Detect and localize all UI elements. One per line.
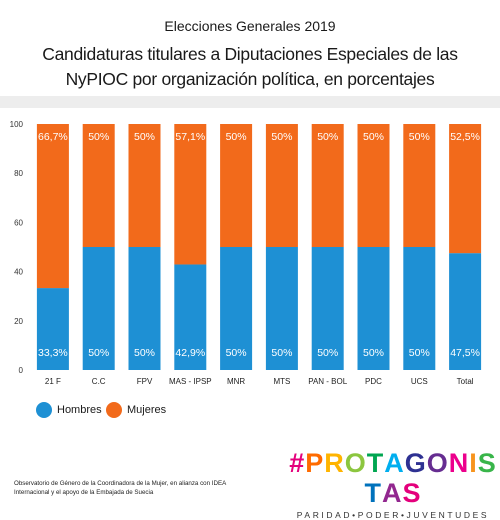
x-tick-label: MAS - IPSP [169, 377, 212, 386]
bar-segment-mujeres [174, 124, 207, 265]
brand-letter: O [426, 448, 449, 478]
bar-segment-hombres [357, 247, 390, 370]
legend-label-mujeres: Mujeres [127, 404, 167, 416]
bar-segment-hombres [265, 247, 298, 370]
brand-letter: R [324, 448, 345, 478]
data-label: 47,5% [450, 347, 480, 359]
bar-segment-mujeres [265, 124, 298, 247]
brand-letter: S [402, 478, 422, 508]
bar-segment-hombres [36, 288, 69, 370]
data-label: 50% [317, 347, 338, 359]
bar-segment-mujeres [220, 124, 253, 247]
legend-label-hombres: Hombres [57, 404, 102, 416]
bar-segment-mujeres [357, 124, 390, 247]
y-tick-label: 60 [14, 218, 23, 227]
data-label: 50% [409, 131, 430, 143]
y-tick-label: 0 [19, 366, 24, 375]
brand-letter: O [344, 448, 367, 478]
brand-title: #PROTAGONISTAS [286, 448, 500, 508]
x-tick-label: FPV [137, 377, 153, 386]
brand-letter: G [404, 448, 427, 478]
data-label: 50% [134, 131, 155, 143]
data-label: 50% [271, 131, 292, 143]
data-label: 50% [226, 347, 247, 359]
y-tick-label: 40 [14, 268, 23, 277]
x-tick-label: PAN - BOL [308, 377, 348, 386]
source-note: Observatorio de Género de la Coordinador… [14, 480, 226, 496]
bar-segment-mujeres [403, 124, 436, 247]
brand-letter: A [384, 448, 405, 478]
data-label: 50% [271, 347, 292, 359]
data-label: 52,5% [450, 131, 480, 143]
x-tick-label: Total [457, 377, 474, 386]
bar-segment-hombres [311, 247, 344, 370]
bar-segment-hombres [403, 247, 436, 370]
data-label: 66,7% [38, 131, 68, 143]
brand-letter: I [469, 448, 478, 478]
header-divider-band [0, 96, 500, 108]
brand-letter: P [305, 448, 325, 478]
brand-letter: A [381, 478, 403, 508]
bar-segment-mujeres [82, 124, 115, 247]
x-tick-label: PDC [365, 377, 382, 386]
data-label: 42,9% [175, 347, 205, 359]
bar-segment-hombres [174, 264, 207, 370]
legend-swatch-mujeres [106, 402, 122, 418]
data-label: 50% [134, 347, 155, 359]
data-label: 33,3% [38, 347, 68, 359]
data-label: 57,1% [175, 131, 205, 143]
x-tick-label: C.C [92, 377, 106, 386]
bar-segment-hombres [82, 247, 115, 370]
data-label: 50% [317, 131, 338, 143]
protagonistas-logo: #PROTAGONISTAS PARIDAD•PODER•JUVENTUDES [286, 448, 500, 520]
data-label: 50% [88, 347, 109, 359]
brand-letter: N [448, 448, 470, 478]
legend-swatch-hombres [36, 402, 52, 418]
brand-tagline: PARIDAD•PODER•JUVENTUDES [296, 510, 490, 520]
bar-segment-mujeres [449, 124, 482, 254]
bar-segment-mujeres [311, 124, 344, 247]
data-label: 50% [226, 131, 247, 143]
legend-item-mujeres: Mujeres [106, 402, 166, 418]
x-tick-label: MTS [273, 377, 290, 386]
legend-item-hombres: Hombres [36, 402, 102, 418]
bar-segment-mujeres [128, 124, 161, 247]
data-label: 50% [363, 347, 384, 359]
bar-segment-mujeres [36, 124, 69, 289]
data-label: 50% [88, 131, 109, 143]
x-tick-label: 21 F [45, 377, 61, 386]
brand-letter: T [364, 478, 382, 508]
chart-title: Candidaturas titulares a Diputaciones Es… [42, 44, 458, 89]
stacked-bar-chart: 0 20 40 60 80 100 33,3% 66,7% 21 F 50% 50% C.C 50% 50… [10, 120, 482, 386]
y-tick-label: 100 [10, 120, 24, 129]
chart-supertitle: Elecciones Generales 2019 [164, 18, 336, 34]
data-label: 50% [363, 131, 384, 143]
data-label: 50% [409, 347, 430, 359]
brand-letter: S [477, 448, 497, 478]
y-tick-label: 80 [14, 169, 23, 178]
chart-header: Elecciones Generales 2019 Candidaturas t… [0, 0, 500, 92]
x-tick-label: MNR [227, 377, 245, 386]
brand-letter: # [289, 448, 306, 478]
brand-letter: T [366, 448, 385, 478]
bar-segment-hombres [128, 247, 161, 370]
bar-segment-hombres [449, 253, 482, 370]
bar-segment-hombres [220, 247, 253, 370]
x-tick-label: UCS [411, 377, 428, 386]
y-tick-label: 20 [14, 317, 23, 326]
